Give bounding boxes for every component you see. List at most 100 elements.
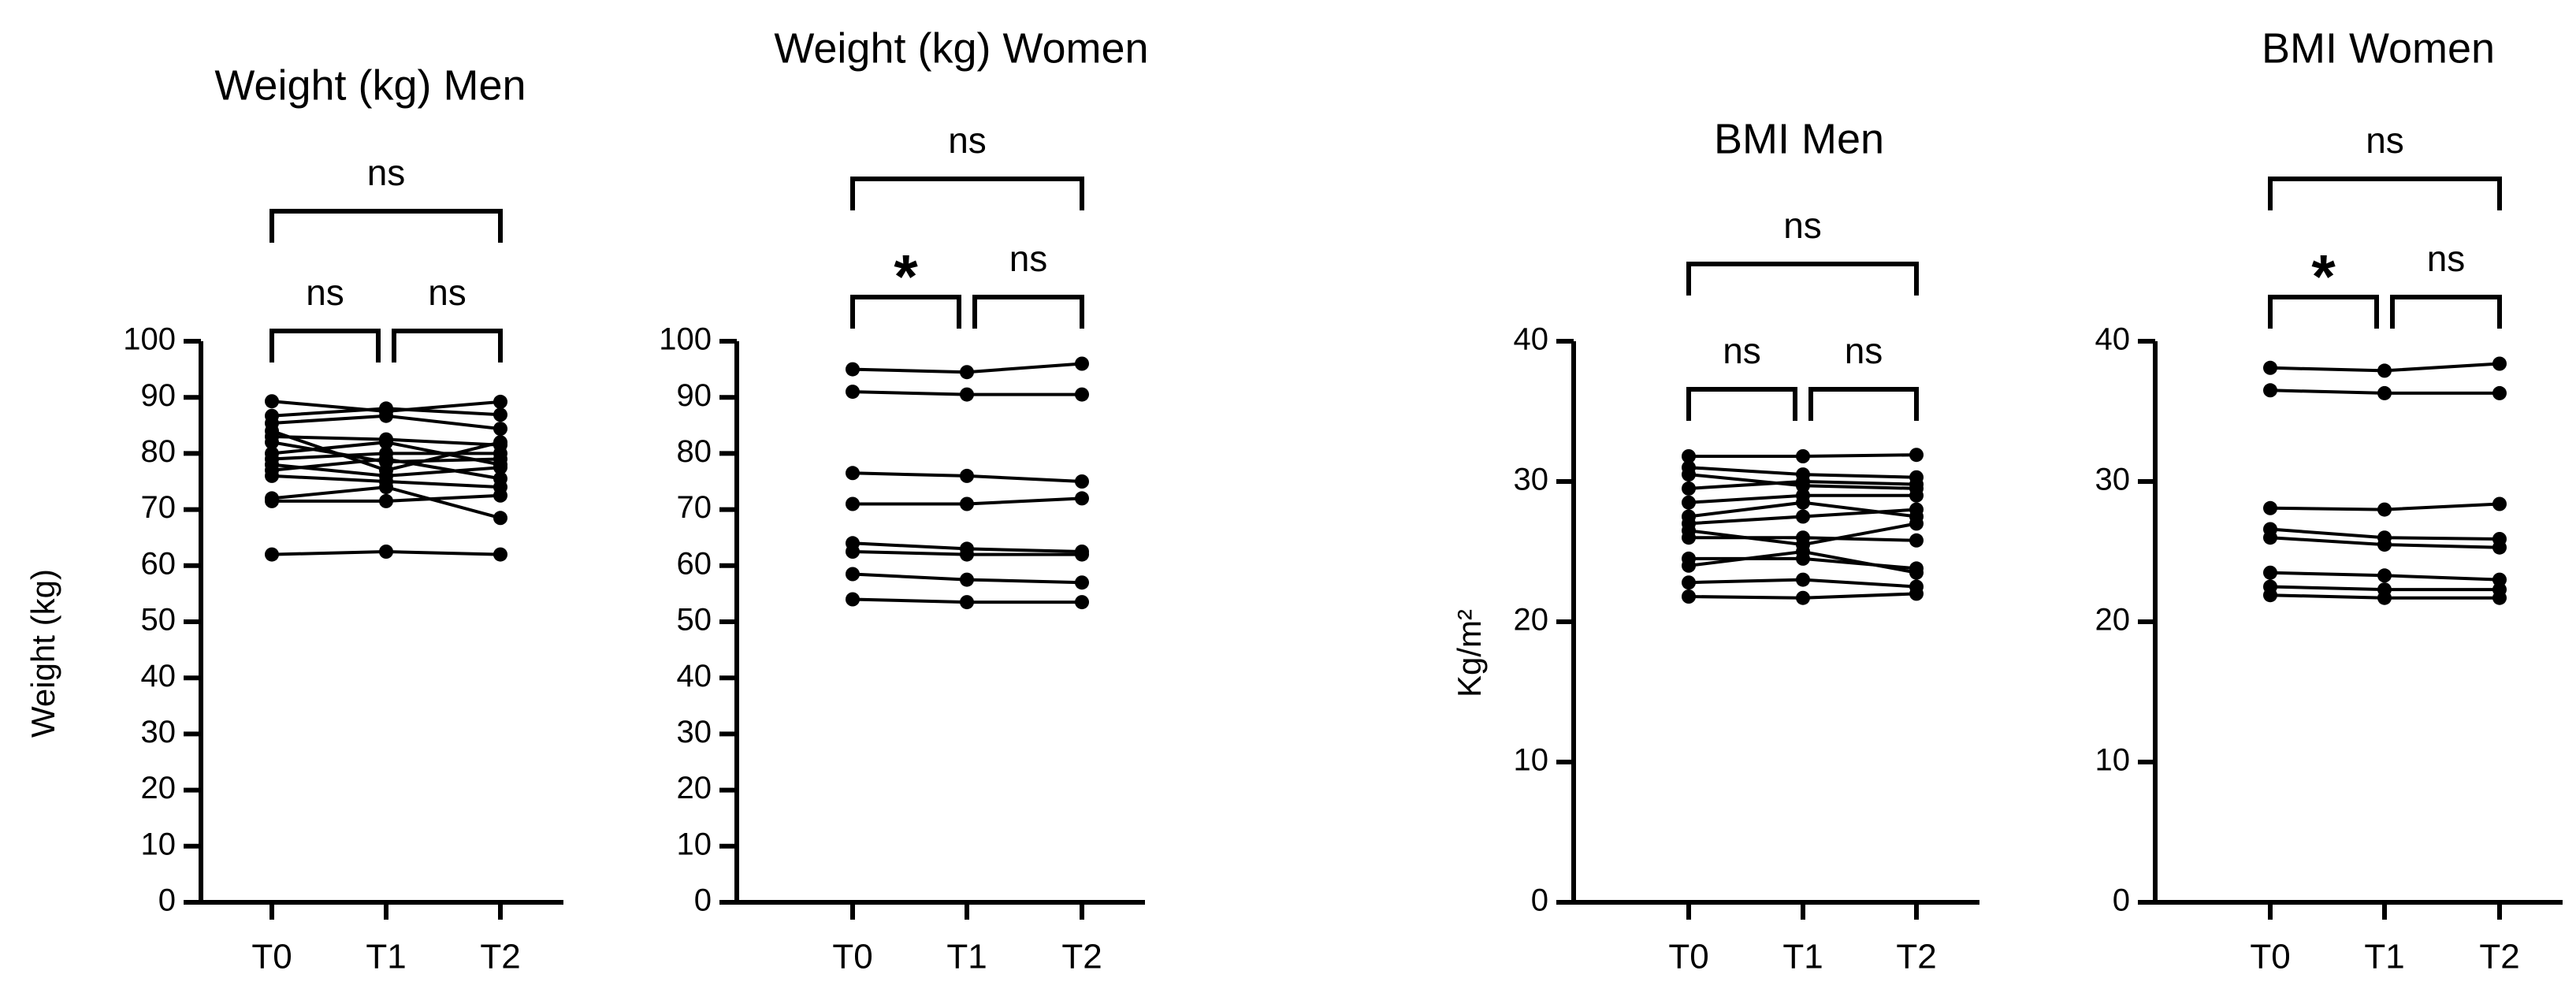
data-point: [265, 491, 279, 506]
data-point: [2377, 590, 2392, 605]
data-point: [1682, 467, 1696, 482]
y-tick-label: 40: [677, 659, 712, 693]
significance-bracket: [269, 329, 381, 363]
chart-panel-4: BMI Women 0 10 20 30 40 T0 T1 T2 * ns ns: [2095, 24, 2563, 976]
data-point: [493, 511, 507, 526]
data-point: [493, 547, 507, 562]
data-point: [1909, 488, 1924, 503]
chart-title: Weight (kg) Women: [774, 24, 1148, 72]
data-point: [2263, 500, 2277, 515]
data-point: [1682, 481, 1696, 496]
y-tick-label: 20: [2095, 603, 2131, 638]
significance-bracket: [1686, 262, 1919, 296]
chart-title: BMI Women: [2262, 24, 2495, 72]
y-tick-label: 20: [1514, 603, 1549, 638]
data-point: [493, 422, 507, 437]
data-point: [1796, 495, 1810, 510]
data-point: [960, 572, 974, 587]
y-tick-label: 70: [677, 490, 712, 525]
y-tick-label: 60: [141, 546, 177, 581]
x-tick-label: T2: [1896, 938, 1936, 976]
data-point: [1909, 448, 1924, 463]
data-point: [1682, 449, 1696, 463]
y-tick-label: 10: [1514, 743, 1549, 778]
data-point: [1796, 530, 1810, 545]
y-tick-label: 50: [677, 603, 712, 638]
data-point: [493, 394, 507, 409]
data-point: [2263, 565, 2277, 580]
data-point: [493, 446, 507, 461]
data-point: [1075, 356, 1089, 371]
data-point: [493, 488, 507, 503]
x-tick-label: T2: [2479, 938, 2519, 976]
significance-label: *: [2311, 242, 2336, 311]
data-point: [960, 595, 974, 610]
data-point: [1075, 491, 1089, 506]
data-point: [1075, 474, 1089, 489]
y-tick-label: 50: [141, 603, 177, 638]
data-point: [379, 452, 393, 467]
data-point: [1682, 558, 1696, 573]
data-point: [2263, 360, 2277, 375]
y-tick-label: 40: [141, 659, 177, 693]
data-point: [1909, 586, 1924, 601]
significance-bracket: [972, 295, 1084, 329]
chart-panel-3: BMI Men Kg/m² 0 10 20 30 40 T0 T1 T2 ns ns ns: [1451, 115, 1979, 976]
y-tick-label: 10: [677, 827, 712, 861]
significance-label: ns: [1009, 238, 1048, 279]
data-point: [846, 362, 860, 377]
data-point: [2263, 588, 2277, 603]
y-tick-label: 30: [677, 715, 712, 749]
data-point: [265, 547, 279, 562]
data-point: [846, 592, 860, 607]
significance-label: ns: [1845, 330, 1883, 371]
significance-bracket: [850, 295, 961, 329]
data-point: [265, 435, 279, 450]
data-point: [1796, 572, 1810, 587]
data-point: [2492, 385, 2507, 400]
y-tick-label: 80: [141, 434, 177, 469]
y-tick-label: 10: [2095, 743, 2131, 778]
chart-title: BMI Men: [1714, 115, 1884, 162]
significance-label: ns: [428, 272, 467, 313]
data-point: [379, 435, 393, 450]
data-point: [2492, 590, 2507, 605]
data-point: [1796, 449, 1810, 463]
y-tick-label: 20: [141, 771, 177, 805]
x-tick-label: T0: [832, 938, 872, 976]
data-point: [960, 547, 974, 562]
y-tick-label: 90: [141, 378, 177, 413]
y-tick-label: 0: [1531, 883, 1548, 918]
significance-bracket: [392, 329, 503, 363]
data-point: [379, 493, 393, 508]
y-tick-label: 30: [1514, 463, 1549, 497]
data-point: [1909, 502, 1924, 517]
x-tick-label: T0: [1668, 938, 1708, 976]
data-point: [2263, 383, 2277, 398]
x-tick-label: T2: [1061, 938, 1102, 976]
data-point: [846, 496, 860, 511]
data-point: [1075, 575, 1089, 590]
y-tick-label: 0: [2113, 883, 2130, 918]
data-point: [1796, 474, 1810, 489]
y-tick-label: 0: [158, 883, 176, 918]
data-point: [2377, 568, 2392, 583]
x-tick-label: T2: [480, 938, 520, 976]
data-point: [1909, 533, 1924, 548]
x-tick-label: T1: [1782, 938, 1823, 976]
data-point: [1075, 387, 1089, 402]
significance-bracket: [2268, 177, 2502, 210]
significance-label: ns: [948, 120, 987, 161]
y-tick-label: 40: [1514, 322, 1549, 357]
x-tick-label: T0: [251, 938, 292, 976]
data-point: [2377, 385, 2392, 400]
data-point: [1909, 565, 1924, 580]
data-point: [379, 480, 393, 495]
data-point: [2492, 356, 2507, 371]
data-point: [2377, 502, 2392, 517]
significance-label: ns: [1723, 330, 1761, 371]
significance-label: ns: [1783, 205, 1822, 246]
y-tick-label: 100: [123, 322, 176, 357]
data-point: [1682, 575, 1696, 590]
data-point: [846, 466, 860, 481]
